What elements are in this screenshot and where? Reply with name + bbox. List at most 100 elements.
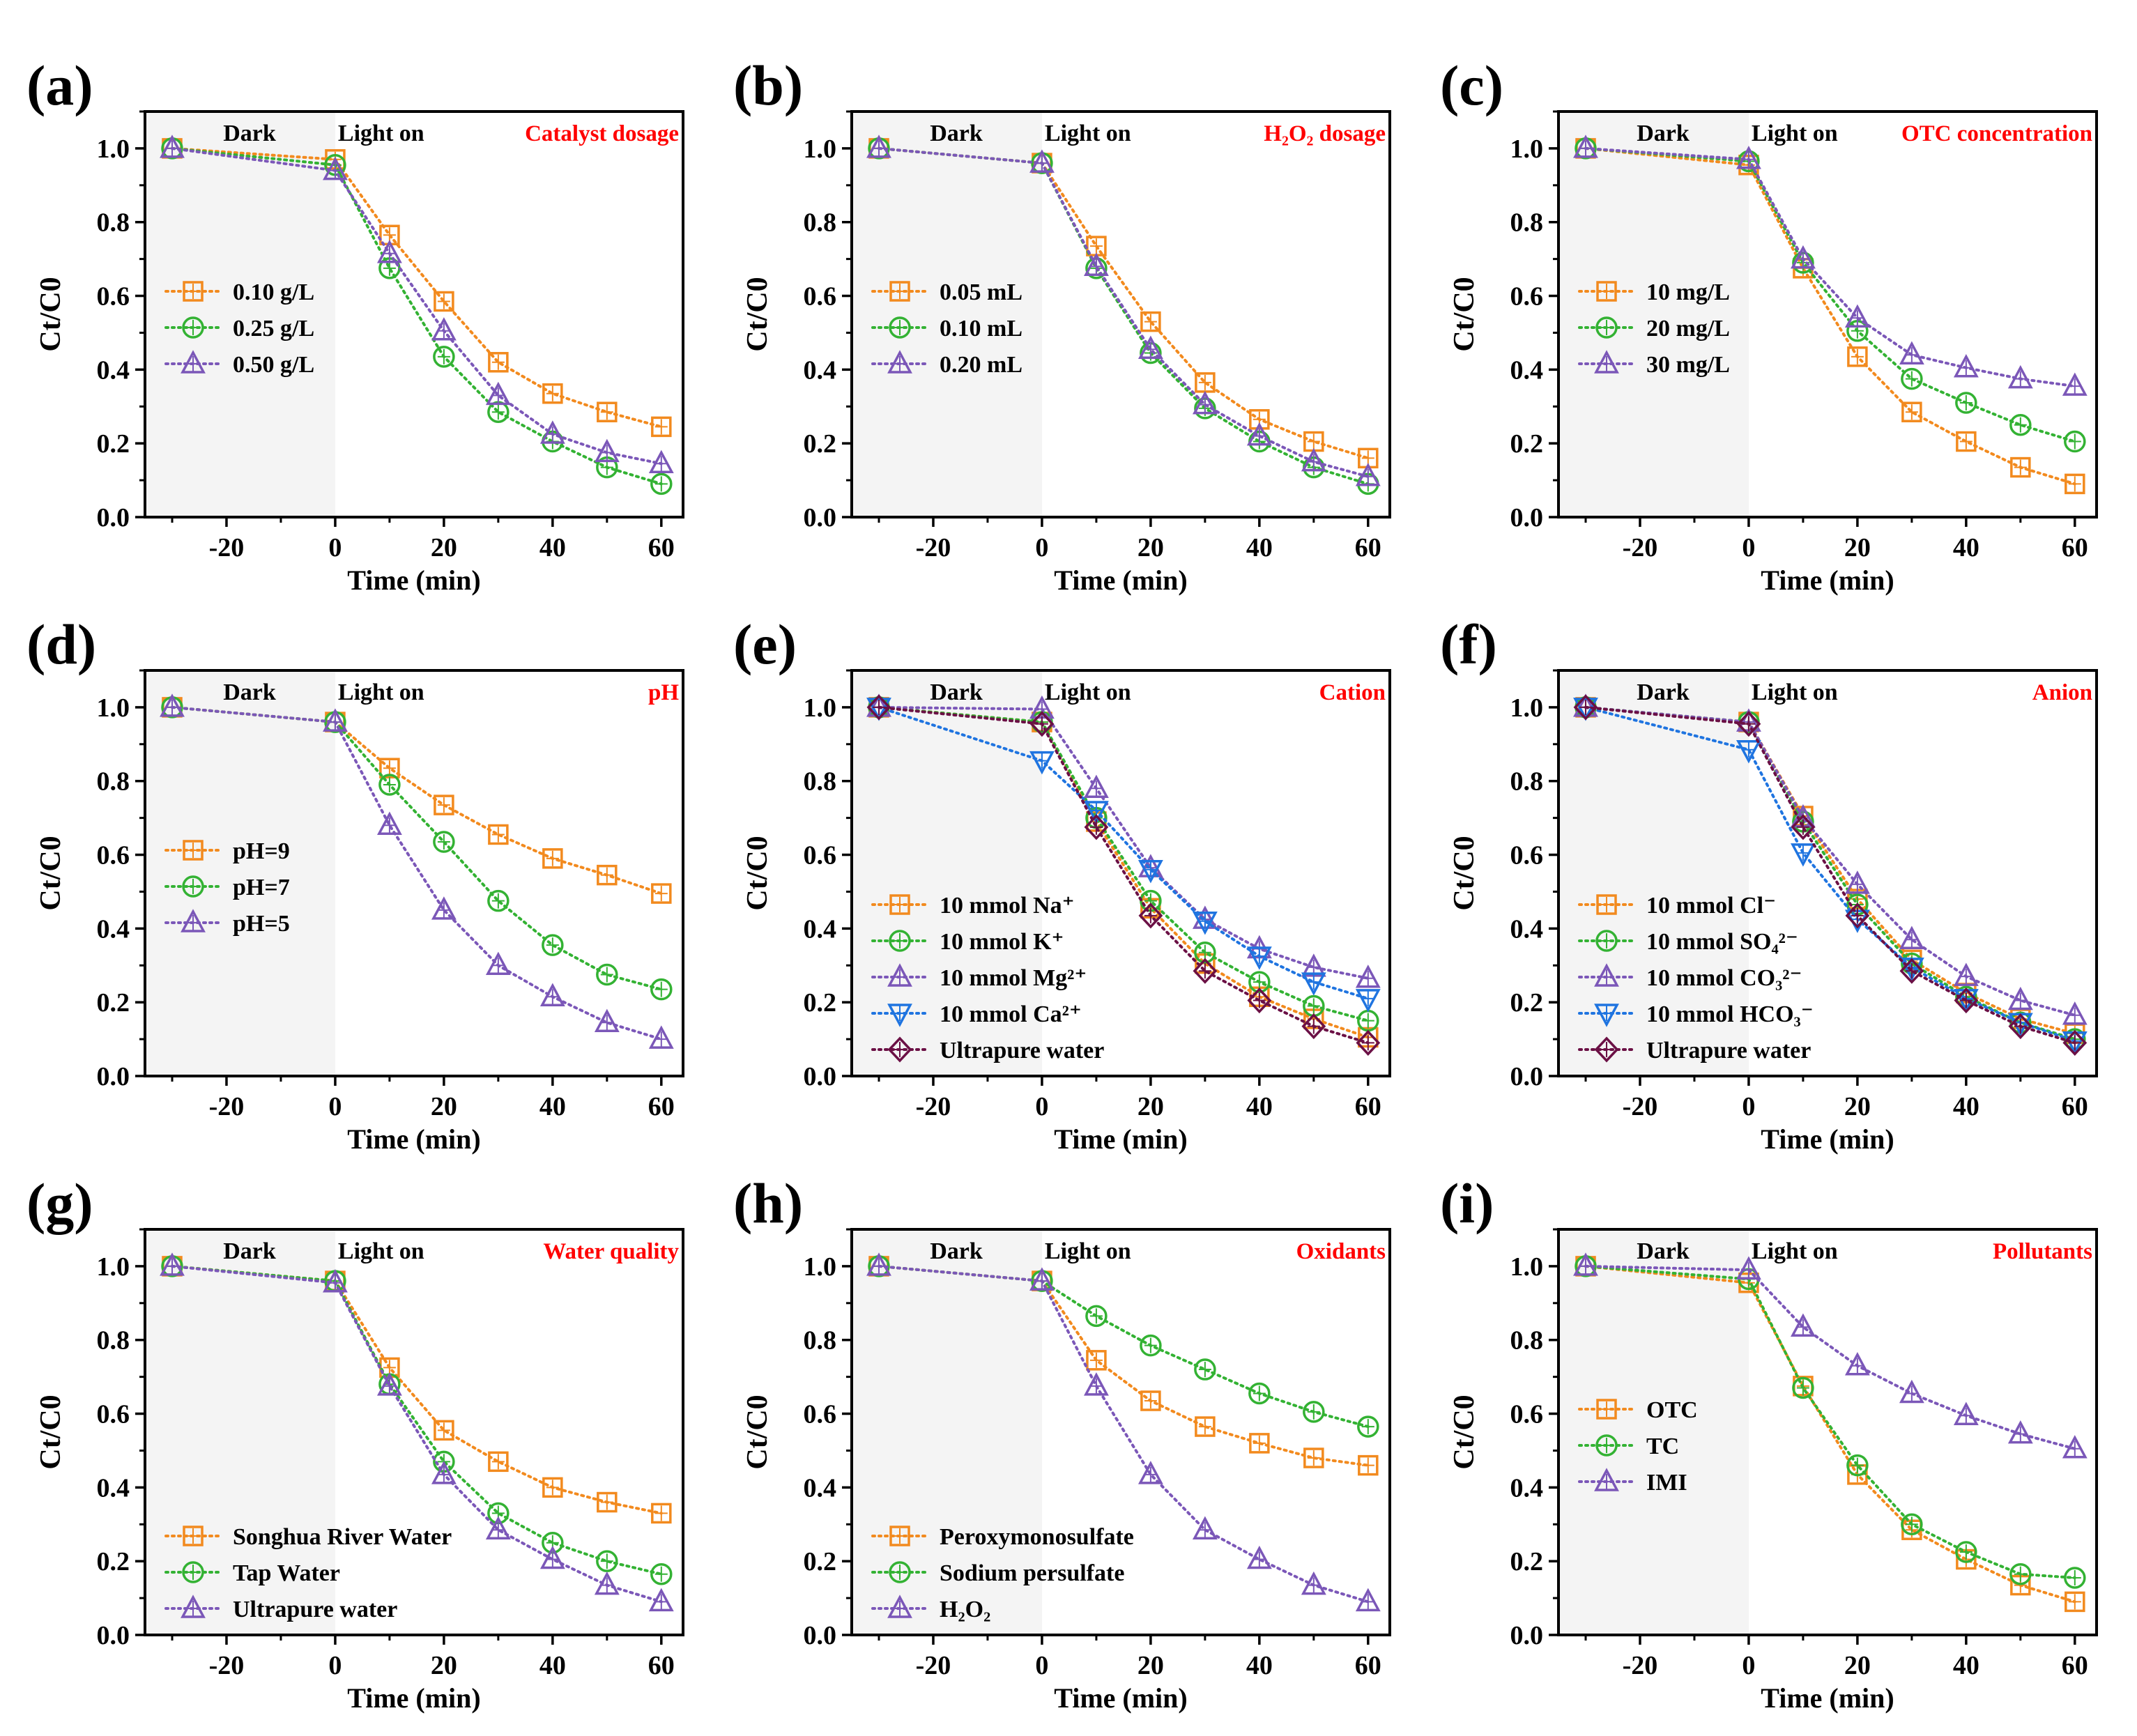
data-point — [1846, 1454, 1869, 1477]
data-point — [1194, 1358, 1216, 1381]
legend-marker — [1596, 1399, 1617, 1420]
data-point — [1138, 859, 1163, 884]
panel-label: (h) — [733, 1172, 803, 1235]
data-point — [1303, 1401, 1325, 1423]
series-line-1 — [170, 1264, 663, 1515]
data-point — [1247, 987, 1272, 1014]
x-tick-label: 20 — [1138, 533, 1164, 562]
data-point — [866, 1252, 891, 1276]
legend-label: 10 mmol Mg²⁺ — [940, 965, 1087, 991]
y-tick-label: 0.6 — [1510, 1400, 1544, 1429]
data-point — [2065, 473, 2085, 495]
legend-label: IMI — [1646, 1470, 1687, 1496]
dark-label: Dark — [1637, 121, 1690, 146]
series-line-3 — [877, 1264, 1370, 1604]
x-tick-label: 20 — [1138, 1651, 1164, 1680]
data-point — [542, 383, 563, 404]
light-on-label: Light on — [1045, 679, 1131, 705]
legend-label: 10 mmol HCO₃⁻ — [1646, 1001, 1814, 1027]
legend-item: 0.05 mL — [871, 279, 1022, 305]
y-tick-label: 0.4 — [97, 355, 130, 385]
condition-title: OTC concentration — [1901, 121, 2092, 146]
legend-label: Peroxymonosulfate — [940, 1524, 1134, 1550]
legend-item: TC — [1578, 1434, 1679, 1459]
data-point — [1303, 431, 1324, 452]
legend-label: 0.25 g/L — [233, 316, 314, 341]
data-point — [1791, 814, 1816, 840]
dark-label: Dark — [1637, 679, 1690, 705]
dark-region — [1558, 1229, 1749, 1635]
panel-b: -20 0 20 40 60 0.0 0.2 0.4 0.6 0.8 1.0 Time (min) Ct… — [733, 54, 1391, 596]
data-point — [542, 1477, 563, 1498]
data-point — [433, 346, 455, 368]
data-point — [485, 951, 511, 976]
legend-marker — [887, 1595, 912, 1618]
dark-region — [145, 112, 335, 517]
data-point — [485, 1516, 511, 1539]
x-tick-label: 20 — [1844, 1651, 1871, 1680]
series-line-3 — [170, 1264, 663, 1604]
x-tick-label: 40 — [1246, 1651, 1273, 1680]
data-point — [1301, 1013, 1326, 1040]
data-point — [1138, 1461, 1163, 1484]
panel-i: -20 0 20 40 60 0.0 0.2 0.4 0.6 0.8 1.0 Time (min) Ct… — [1440, 1172, 2098, 1714]
condition-title: H₂O₂ dosage — [1264, 121, 1386, 146]
data-point — [376, 1372, 402, 1396]
data-point — [2064, 430, 2086, 453]
y-tick-label: 1.0 — [804, 693, 837, 723]
y-tick-label: 0.8 — [1510, 767, 1544, 797]
panel-d: -20 0 20 40 60 0.0 0.2 0.4 0.6 0.8 1.0 Time (min) Ct… — [26, 613, 684, 1155]
legend-label: 10 mmol Cl⁻ — [1646, 893, 1776, 919]
light-on-label: Light on — [1752, 121, 1838, 146]
data-point — [1246, 946, 1272, 970]
y-tick-label: 0.2 — [804, 988, 837, 1017]
legend-marker — [887, 350, 912, 374]
y-tick-label: 0.4 — [97, 1473, 130, 1503]
y-tick-label: 0.2 — [1510, 988, 1544, 1017]
panel-label: (g) — [26, 1172, 93, 1235]
condition-title: pH — [648, 680, 679, 705]
data-point — [160, 693, 185, 717]
legend-label: pH=9 — [233, 838, 290, 864]
data-point — [1246, 1545, 1272, 1569]
x-tick-label: 40 — [1246, 1092, 1273, 1121]
x-tick-label: -20 — [1623, 533, 1658, 562]
plot-frame — [1557, 669, 2098, 1077]
data-point — [1955, 1541, 1977, 1563]
y-axis-label: Ct/C0 — [1448, 277, 1480, 351]
data-point — [1956, 431, 1977, 452]
legend-item: pH=7 — [164, 875, 290, 900]
data-point — [160, 135, 185, 158]
data-point — [1358, 1454, 1379, 1476]
legend-label: 0.05 mL — [940, 279, 1022, 305]
legend-label: Ultrapure water — [233, 1597, 397, 1622]
dark-label: Dark — [930, 1238, 983, 1264]
data-point — [648, 1025, 674, 1049]
legend-label: 30 mg/L — [1646, 352, 1730, 378]
data-point — [2062, 1435, 2088, 1459]
data-point — [1249, 1433, 1270, 1454]
data-point — [2007, 1420, 2033, 1444]
data-point — [2010, 456, 2031, 478]
legend-item: H₂O₂ — [871, 1595, 990, 1622]
data-point — [1140, 1334, 1162, 1357]
x-tick-label: -20 — [916, 533, 951, 562]
legend-marker — [1595, 1434, 1618, 1457]
legend-item: 10 mmol K⁺ — [871, 929, 1064, 955]
data-point — [1899, 958, 1924, 984]
x-tick-label: 0 — [1035, 1651, 1048, 1680]
x-tick-label: -20 — [1623, 1092, 1658, 1121]
legend-label: 10 mmol SO₄²⁻ — [1646, 929, 1798, 955]
data-point — [1844, 1352, 1870, 1376]
data-point — [594, 1571, 620, 1595]
data-point — [434, 291, 454, 312]
data-point — [1736, 1256, 1761, 1280]
dark-label: Dark — [223, 679, 276, 705]
legend-item: Peroxymonosulfate — [871, 1524, 1134, 1550]
x-axis-label: Time (min) — [1054, 564, 1187, 596]
legend-marker — [1594, 1468, 1619, 1491]
legend-label: 20 mg/L — [1646, 316, 1730, 341]
data-point — [1083, 1372, 1109, 1396]
data-point — [2007, 986, 2033, 1011]
